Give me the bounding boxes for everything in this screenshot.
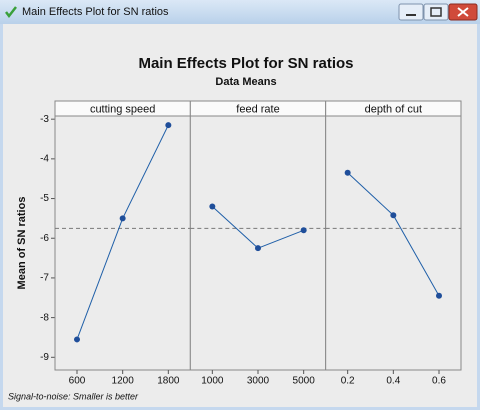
y-tick-label: -8: [40, 312, 49, 323]
point: [436, 292, 442, 299]
x-tick-label: 0.2: [341, 376, 355, 387]
window-title: Main Effects Plot for SN ratios: [22, 6, 169, 18]
x-tick-label: 1200: [112, 376, 135, 387]
point: [300, 227, 307, 234]
point: [390, 212, 397, 219]
x-tick-label: 0.6: [432, 376, 446, 387]
x-tick-label: 1800: [157, 376, 180, 387]
x-tick-label: 1000: [201, 376, 224, 387]
y-tick-label: -4: [40, 154, 49, 165]
app-icon: [5, 6, 17, 19]
panel: [189, 115, 327, 371]
panel-header: [325, 100, 462, 117]
minimize-button[interactable]: [398, 3, 424, 21]
panel-title: cutting speed: [90, 103, 155, 115]
x-tick-label: 5000: [293, 376, 316, 387]
chart-subtitle: Data Means: [215, 76, 276, 88]
panel-title: feed rate: [236, 103, 279, 115]
y-axis-label: Mean of SN ratios: [16, 197, 28, 290]
panel: [54, 115, 191, 371]
point: [255, 245, 261, 252]
point: [344, 169, 351, 176]
footnote: Signal-to-noise: Smaller is better: [8, 391, 139, 401]
y-tick-label: -3: [40, 114, 49, 125]
y-tick-label: -6: [40, 233, 49, 244]
x-tick-label: 600: [69, 376, 86, 387]
point: [74, 336, 80, 343]
x-tick-label: 3000: [247, 376, 270, 387]
panel: [325, 115, 462, 371]
close-icon: [457, 7, 469, 17]
chart-title: Main Effects Plot for SN ratios: [138, 55, 353, 72]
y-tick-label: -9: [40, 352, 49, 363]
maximize-icon: [430, 7, 442, 17]
x-tick-label: 0.4: [386, 376, 400, 387]
maximize-button[interactable]: [423, 3, 449, 21]
y-tick-label: -7: [40, 273, 49, 284]
point: [165, 122, 172, 129]
point: [209, 203, 216, 210]
panel-title: depth of cut: [365, 103, 423, 115]
y-tick-label: -5: [40, 193, 49, 204]
point: [119, 215, 126, 222]
